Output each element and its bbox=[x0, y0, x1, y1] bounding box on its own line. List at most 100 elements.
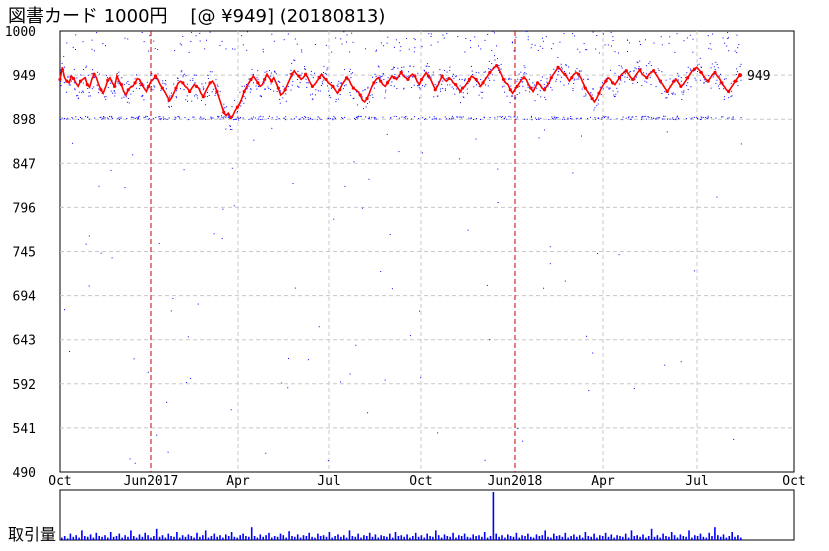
price-point bbox=[181, 81, 185, 85]
trade-point bbox=[85, 65, 87, 67]
trade-point bbox=[655, 71, 657, 73]
trade-point bbox=[632, 116, 634, 118]
trade-point bbox=[567, 118, 569, 120]
trade-point bbox=[88, 235, 90, 237]
trade-point bbox=[618, 65, 620, 67]
trade-point bbox=[736, 34, 738, 36]
trade-point bbox=[644, 80, 646, 82]
volume-bar bbox=[544, 530, 546, 540]
trade-point bbox=[292, 80, 294, 82]
price-point bbox=[160, 86, 164, 90]
trade-point bbox=[730, 82, 732, 84]
trade-point bbox=[141, 82, 143, 84]
volume-bar bbox=[98, 536, 100, 540]
trade-point bbox=[60, 69, 62, 71]
volume-bar bbox=[371, 536, 374, 540]
trade-point bbox=[201, 99, 203, 101]
trade-point bbox=[704, 117, 706, 119]
trade-point bbox=[468, 117, 470, 119]
trade-point bbox=[179, 88, 181, 90]
trade-point bbox=[124, 94, 126, 96]
trade-point bbox=[526, 118, 528, 120]
trade-point bbox=[121, 77, 123, 79]
trade-point bbox=[573, 82, 575, 84]
trade-point bbox=[482, 91, 484, 93]
trade-point bbox=[645, 73, 647, 75]
volume-bar bbox=[153, 536, 155, 540]
price-point bbox=[72, 76, 76, 81]
trade-point bbox=[455, 76, 457, 78]
trade-point bbox=[345, 84, 347, 86]
trade-point bbox=[192, 80, 194, 82]
trade-point bbox=[78, 118, 80, 120]
trade-point bbox=[91, 69, 93, 71]
trade-point bbox=[185, 75, 187, 77]
trade-point bbox=[556, 78, 558, 80]
trade-point bbox=[629, 42, 631, 44]
trade-point bbox=[97, 71, 99, 73]
trade-point bbox=[88, 95, 90, 97]
trade-point bbox=[375, 50, 377, 52]
trade-point bbox=[706, 117, 708, 119]
trade-point bbox=[636, 61, 638, 63]
trade-point bbox=[587, 118, 589, 120]
trade-point bbox=[452, 117, 454, 119]
trade-point bbox=[296, 43, 298, 45]
trade-point bbox=[413, 84, 415, 86]
trade-point bbox=[368, 178, 370, 180]
volume-bar bbox=[581, 537, 584, 540]
price-point bbox=[597, 91, 601, 95]
trade-point bbox=[307, 117, 309, 119]
price-point bbox=[92, 72, 96, 76]
trade-point bbox=[727, 117, 729, 119]
trade-point bbox=[547, 82, 549, 84]
trade-point bbox=[462, 116, 464, 118]
trade-point bbox=[728, 97, 730, 99]
trade-point bbox=[457, 36, 459, 38]
trade-point bbox=[149, 118, 151, 120]
trade-point bbox=[105, 98, 107, 100]
trade-point bbox=[545, 36, 547, 38]
volume-bar bbox=[124, 535, 126, 540]
trade-point bbox=[635, 76, 637, 78]
trade-point bbox=[527, 84, 529, 86]
trade-point bbox=[390, 84, 392, 86]
trade-point bbox=[421, 85, 423, 87]
trade-point bbox=[642, 115, 644, 117]
trade-point bbox=[448, 118, 450, 120]
x-tick-label: Jun2018 bbox=[488, 474, 543, 489]
trade-point bbox=[245, 97, 247, 99]
trade-point bbox=[202, 86, 204, 88]
trade-point bbox=[463, 97, 465, 99]
trade-point bbox=[650, 70, 652, 72]
trade-point bbox=[142, 95, 144, 97]
volume-bar bbox=[509, 536, 512, 540]
y-tick-label: 592 bbox=[13, 378, 36, 393]
trade-point bbox=[129, 458, 131, 460]
trade-point bbox=[88, 285, 90, 287]
trade-point bbox=[61, 117, 63, 119]
trade-point bbox=[737, 47, 739, 49]
trade-point bbox=[500, 68, 502, 70]
trade-point bbox=[379, 75, 381, 77]
trade-point bbox=[709, 43, 711, 45]
trade-point bbox=[330, 87, 332, 89]
trade-point bbox=[264, 88, 266, 90]
trade-point bbox=[223, 108, 225, 110]
trade-point bbox=[537, 94, 539, 96]
volume-bar bbox=[538, 536, 541, 540]
y-tick-label: 898 bbox=[13, 113, 36, 128]
volume-bar bbox=[515, 532, 518, 540]
trade-point bbox=[101, 118, 103, 120]
trade-point bbox=[151, 88, 153, 90]
trade-point bbox=[387, 36, 389, 38]
trade-point bbox=[294, 59, 296, 61]
volume-bar bbox=[81, 530, 83, 540]
trade-point bbox=[326, 69, 328, 71]
volume-bar bbox=[616, 535, 618, 540]
volume-bar bbox=[184, 536, 187, 540]
trade-point bbox=[646, 81, 648, 83]
trade-point bbox=[596, 35, 598, 37]
trade-point bbox=[203, 117, 205, 119]
trade-point bbox=[204, 95, 206, 97]
